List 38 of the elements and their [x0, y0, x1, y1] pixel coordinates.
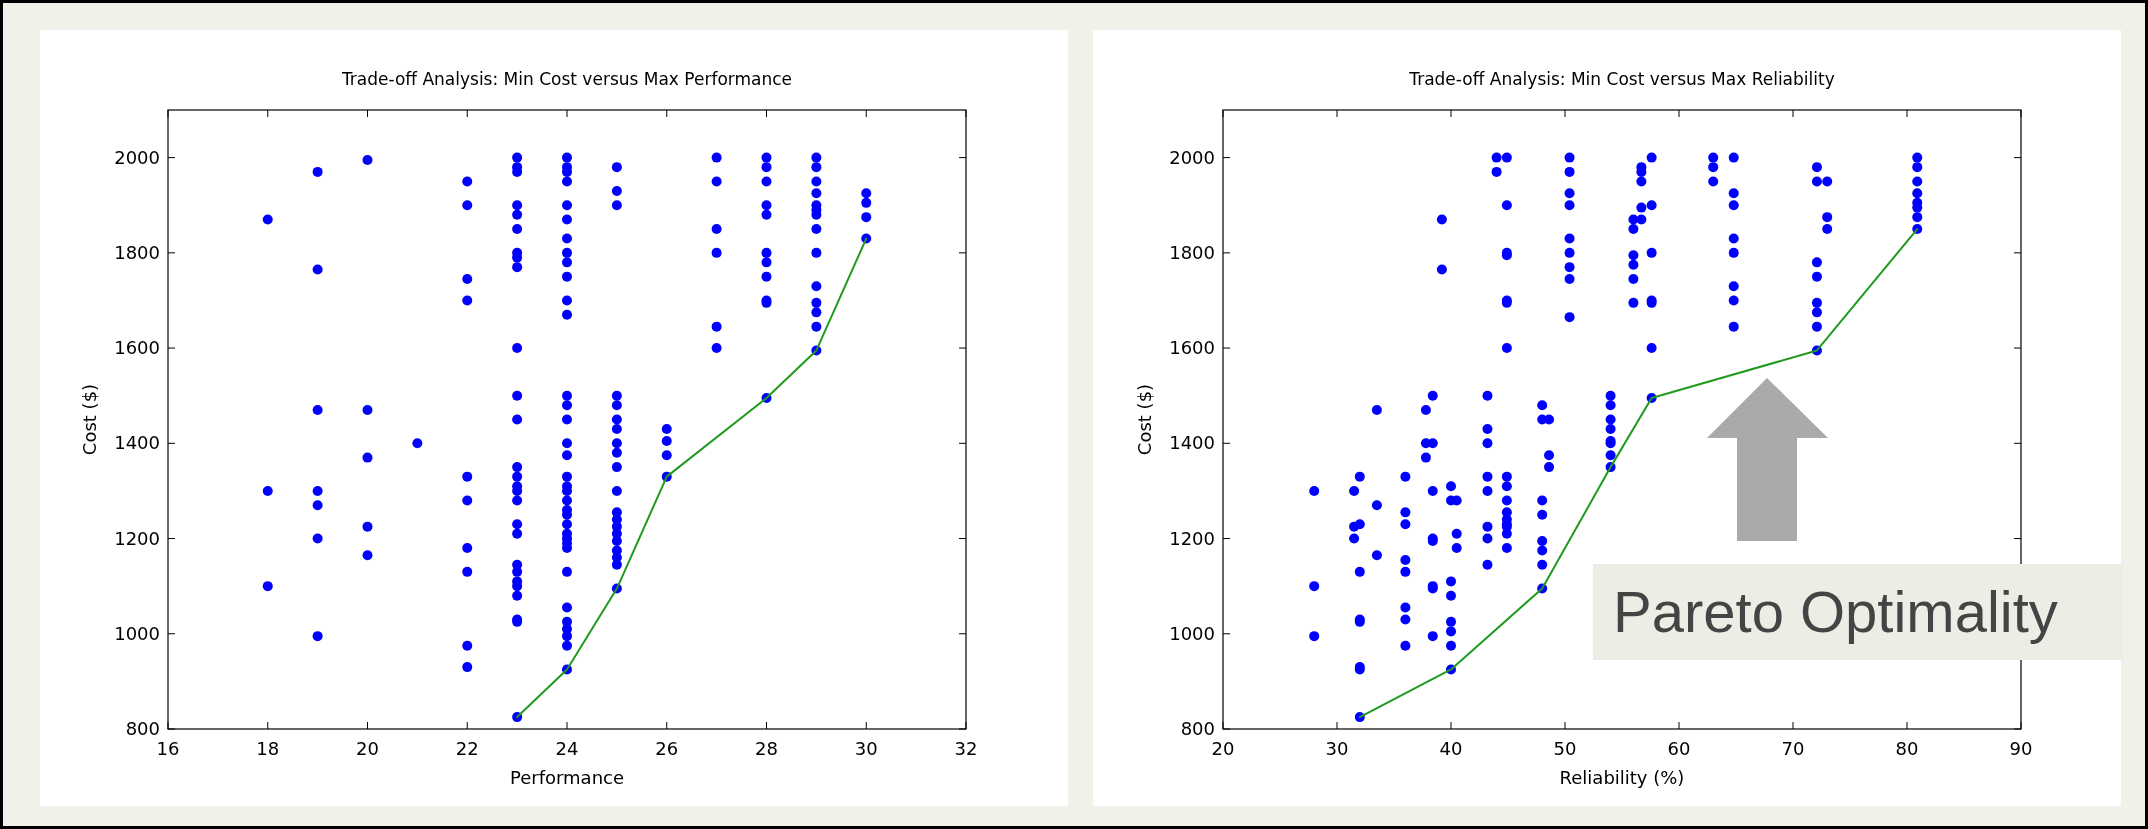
y-tick-label: 1200: [1169, 527, 1215, 549]
x-tick-label: 18: [256, 738, 280, 759]
x-axis-title: Performance: [509, 767, 625, 788]
x-tick-label: 16: [156, 738, 180, 759]
y-tick-label: 1800: [1169, 241, 1215, 263]
x-tick-label: 40: [1439, 738, 1463, 759]
x-tick-label: 80: [1895, 738, 1919, 759]
y-tick-label: 1800: [114, 241, 160, 263]
x-tick-label: 60: [1667, 738, 1691, 759]
y-axis-title: Cost ($): [79, 383, 100, 456]
y-tick-label: 1000: [1169, 622, 1215, 644]
chart-title: Trade-off Analysis: Min Cost versus Max Performance: [340, 69, 793, 89]
x-tick-label: 20: [356, 738, 379, 759]
x-tick-label: 70: [1781, 738, 1805, 759]
x-tick-label: 22: [455, 738, 479, 759]
annotation: Pareto Optimality: [1613, 579, 2058, 644]
x-tick-label: 32: [954, 738, 978, 759]
x-tick-label: 90: [2009, 738, 2033, 759]
x-tick-label: 50: [1553, 738, 1577, 759]
y-tick-label: 800: [125, 718, 160, 739]
y-tick-label: 1000: [114, 622, 160, 644]
y-axis-title: Cost ($): [1134, 383, 1155, 456]
x-tick-label: 20: [1211, 738, 1235, 759]
x-tick-label: 28: [755, 738, 778, 759]
x-axis-title: Reliability (%): [1559, 767, 1685, 788]
y-tick-label: 2000: [1169, 146, 1215, 168]
y-tick-label: 1600: [114, 337, 160, 359]
y-tick-label: 800: [1180, 718, 1215, 739]
y-tick-label: 1600: [1169, 337, 1215, 359]
y-tick-label: 2000: [114, 146, 160, 168]
y-tick-label: 1400: [1169, 432, 1215, 454]
y-tick-label: 1200: [114, 527, 160, 549]
y-tick-label: 1400: [114, 432, 160, 454]
chart-title: Trade-off Analysis: Min Cost versus Max Reliability: [1408, 69, 1835, 89]
x-tick-label: 30: [854, 738, 878, 759]
x-tick-label: 24: [555, 738, 579, 759]
x-tick-label: 26: [655, 738, 679, 759]
x-tick-label: 30: [1325, 738, 1349, 759]
